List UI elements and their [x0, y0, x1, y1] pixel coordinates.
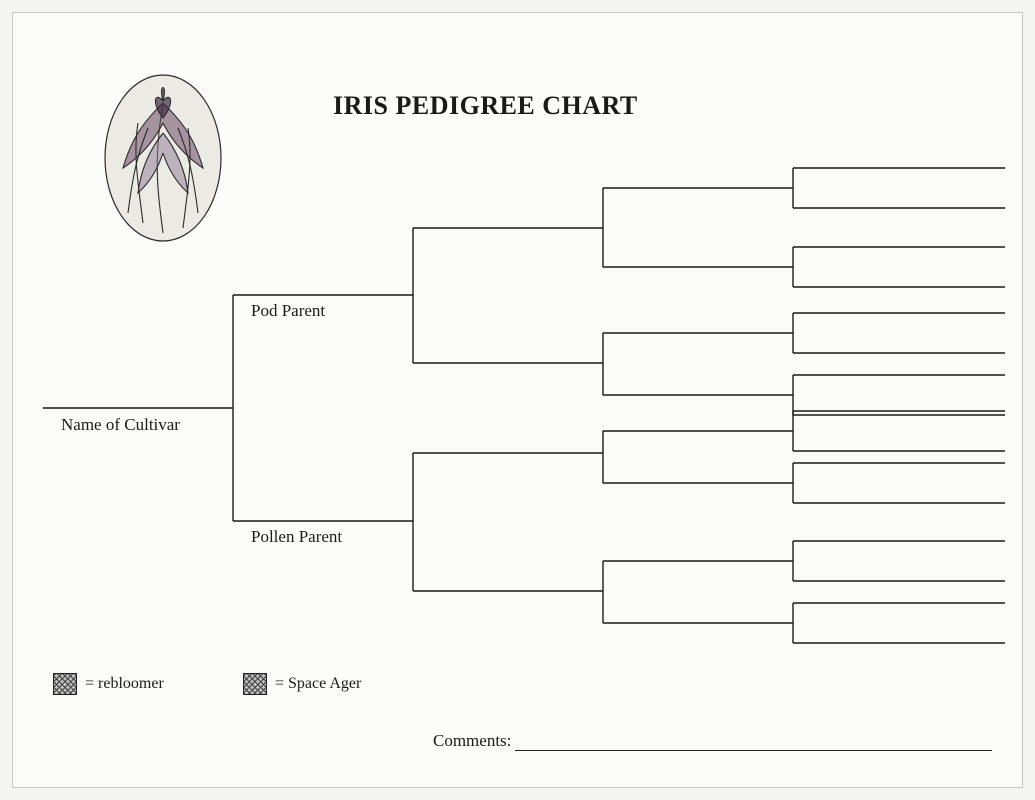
- page-frame: IRIS PEDIGREE CHART Name of Cultivar Pod…: [12, 12, 1023, 788]
- pollen-parent-label: Pollen Parent: [251, 527, 342, 547]
- swatch-icon: [53, 673, 77, 695]
- swatch-icon: [243, 673, 267, 695]
- legend-space-ager: = Space Ager: [243, 673, 361, 695]
- comments-row: Comments:: [433, 731, 992, 751]
- cultivar-label: Name of Cultivar: [61, 415, 180, 435]
- legend-rebloomer: = rebloomer: [53, 673, 164, 695]
- legend-rebloomer-label: = rebloomer: [85, 675, 164, 693]
- pod-parent-label: Pod Parent: [251, 301, 325, 321]
- comments-label: Comments:: [433, 731, 511, 751]
- pedigree-tree: [13, 13, 1024, 789]
- legend-space-ager-label: = Space Ager: [275, 675, 361, 693]
- comments-line: [515, 732, 992, 751]
